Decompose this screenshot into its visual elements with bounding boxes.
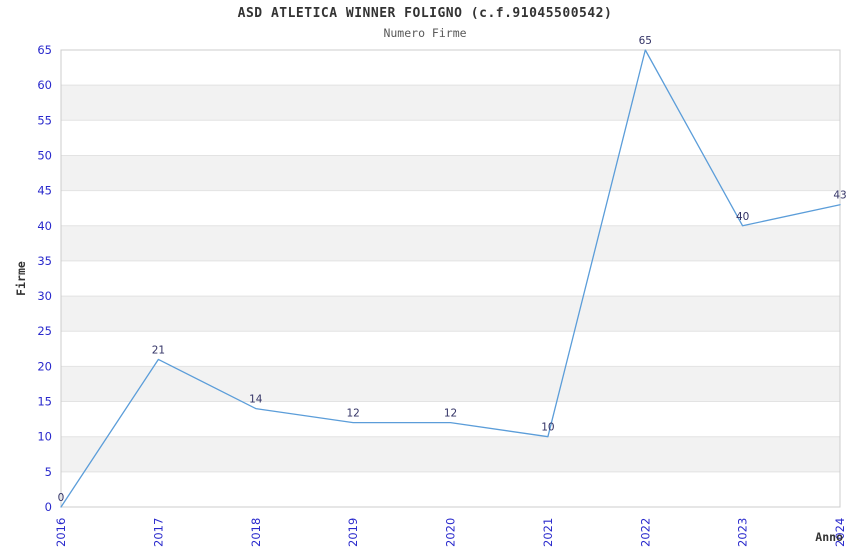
grid-band — [61, 471, 840, 507]
y-tick-label: 0 — [45, 500, 52, 514]
x-tick-label: 2017 — [151, 518, 165, 547]
y-axis-label: Firme — [14, 261, 28, 296]
grid-band — [61, 296, 840, 332]
y-tick-label: 5 — [45, 465, 52, 479]
x-tick-label: 2024 — [833, 518, 847, 547]
grid-band — [61, 260, 840, 297]
grid-band — [61, 85, 840, 121]
grid-band — [61, 436, 840, 472]
y-tick-label: 15 — [37, 395, 52, 409]
grid-band — [61, 155, 840, 191]
x-tick-label: 2021 — [541, 518, 555, 547]
x-tick-label: 2016 — [54, 518, 68, 547]
grid-band — [61, 120, 840, 156]
y-tick-label: 30 — [37, 289, 52, 303]
y-tick-label: 45 — [37, 184, 52, 198]
x-tick-label: 2023 — [736, 518, 750, 547]
y-tick-label: 55 — [37, 113, 52, 127]
grid-band — [61, 331, 840, 367]
point-label: 21 — [152, 344, 165, 356]
x-tick-label: 2022 — [638, 518, 652, 547]
chart-title: ASD ATLETICA WINNER FOLIGNO (c.f.9104550… — [237, 6, 613, 21]
plot-border — [60, 49, 841, 508]
point-label: 14 — [249, 394, 263, 406]
x-tick-label: 2019 — [346, 518, 360, 547]
point-label: 10 — [541, 422, 554, 434]
y-tick-label: 50 — [37, 148, 52, 162]
y-tick-label: 35 — [37, 254, 52, 268]
point-label: 0 — [58, 492, 65, 504]
x-tick-label: 2020 — [444, 518, 458, 547]
point-label: 43 — [833, 190, 846, 202]
grid-band — [61, 50, 840, 86]
point-label: 12 — [444, 408, 457, 420]
chart-subtitle: Numero Firme — [383, 26, 467, 40]
y-tick-label: 40 — [37, 219, 52, 233]
point-label: 40 — [736, 211, 749, 223]
y-tick-label: 60 — [37, 78, 52, 92]
point-label: 65 — [639, 35, 652, 47]
grid-band — [61, 190, 840, 226]
y-tick-label: 25 — [37, 324, 52, 338]
series-line — [60, 49, 841, 508]
x-axis-label: Anno — [815, 530, 843, 544]
grid-band — [61, 401, 840, 437]
y-tick-label: 65 — [37, 43, 52, 57]
point-label: 12 — [346, 408, 359, 420]
y-tick-label: 10 — [37, 430, 52, 444]
x-tick-label: 2018 — [249, 518, 263, 547]
grid-band — [61, 366, 840, 402]
grid-band — [61, 225, 840, 261]
y-tick-label: 20 — [37, 359, 52, 373]
